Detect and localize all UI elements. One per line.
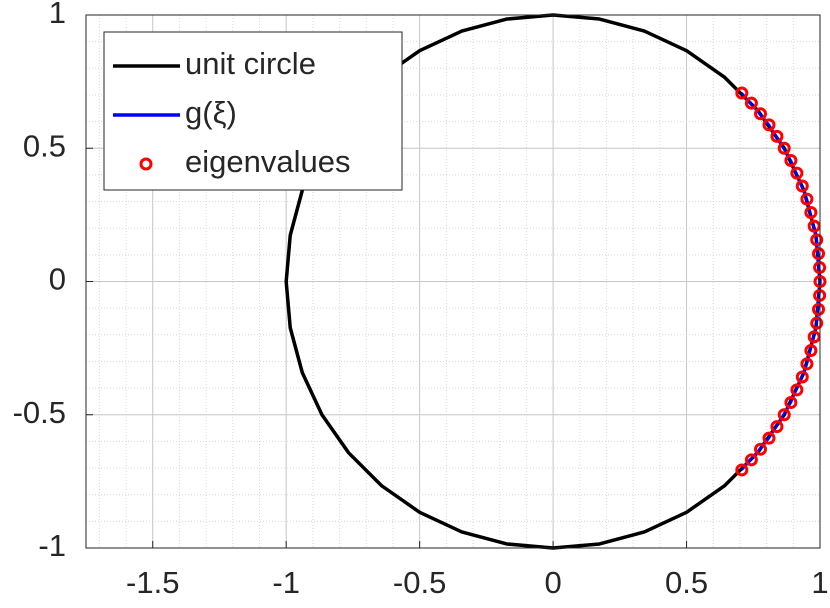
eigenvalue-marker [784,154,798,168]
eigenvalue-marker [812,247,826,261]
eigenvalue-marker [800,192,814,206]
y-tick-label: -0.5 [13,395,66,430]
legend-box [103,31,403,191]
eigenvalue-marker [784,395,798,409]
eigenvalue-marker [790,383,804,397]
y-tick-label: 0 [49,262,66,297]
x-tick-label: 1 [811,565,828,600]
eigenvalue-marker [754,442,768,456]
eigenvalue-marker [735,463,749,477]
x-tick-label: 0 [544,565,561,600]
eigenvalue-marker [810,233,824,247]
eigenvalue-marker [790,166,804,180]
y-tick-label: 1 [49,0,66,30]
x-tick-label: -1.5 [126,565,179,600]
eigenvalue-marker [795,179,809,193]
eigenvalue-marker [807,219,821,233]
eigenvalue-marker [777,408,791,422]
eigenvalue-marker [744,96,758,110]
eigenvalue-marker [754,107,768,121]
eigenvalue-marker [762,431,776,445]
eigenvalue-marker [804,206,818,220]
eigenvalue-marker [770,420,784,434]
x-tick-label: -0.5 [393,565,446,600]
eigenvalue-marker [800,357,814,371]
eigenvalue-marker [804,343,818,357]
series-line [284,13,822,550]
y-tick-label: -1 [38,528,66,563]
legend-marker [139,157,153,171]
eigenvalue-marker [770,129,784,143]
eigenvalue-marker [744,453,758,467]
y-tick-label: 0.5 [23,128,66,163]
eigenvalue-marker [810,316,824,330]
x-tick-label: -1 [272,565,300,600]
x-tick-label: 0.5 [665,565,708,600]
axes-box [85,14,821,549]
eigenvalue-marker [735,86,749,100]
eigenvalue-marker [807,330,821,344]
legend-label: eigenvalues [185,144,350,179]
legend-label: unit circle [185,46,316,81]
eigenvalue-marker [812,302,826,316]
legend-label: g(ξ) [185,95,237,130]
eigenvalue-marker [795,370,809,384]
eigenvalue-marker [762,118,776,132]
eigenvalue-marker [777,141,791,155]
